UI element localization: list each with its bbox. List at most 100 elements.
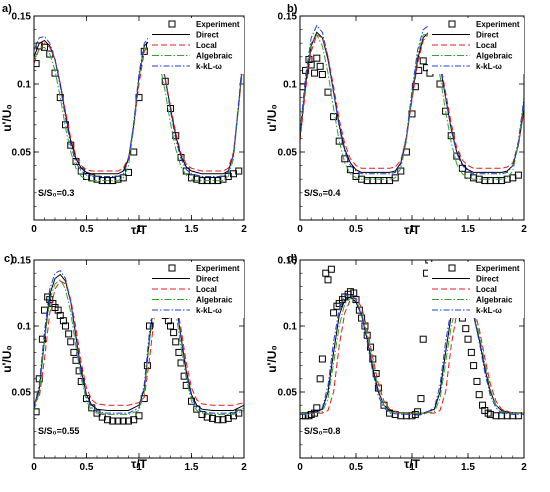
legend-marker-experiment <box>168 264 176 272</box>
experiment-marker <box>311 69 319 77</box>
x-tick-label: 1.5 <box>461 224 475 235</box>
y-axis-label: u'/U₀ <box>0 345 14 373</box>
panel-b: 0 0.5 1 1.5 2 0.05 0.1 0.15b) τ/T u'/U₀ S/S₀=0.4 Ex… <box>265 3 527 237</box>
x-tick-label: 0 <box>31 224 37 235</box>
experiment-marker <box>49 300 57 308</box>
experiment-marker <box>170 329 178 337</box>
experiment-marker <box>324 276 332 284</box>
experiment-marker <box>135 412 143 420</box>
legend-background <box>148 18 244 74</box>
legend-label: Experiment <box>196 20 240 29</box>
series-line-local <box>300 297 524 414</box>
x-tick-label: 1.5 <box>461 462 475 473</box>
y-tick-label: 0.05 <box>278 388 298 399</box>
x-tick-label: 2 <box>241 224 247 235</box>
experiment-marker <box>172 338 180 346</box>
experiment-marker <box>318 355 326 363</box>
experiment-marker <box>514 171 522 179</box>
panel-a: 0 0.5 1 1.5 2 0.05 0.1 0.15a) τ/T u'/U₀ S/S₀=0.3 Ex… <box>0 3 247 237</box>
experiment-marker <box>313 54 321 62</box>
experiment-marker <box>514 412 522 420</box>
experiment-marker <box>475 391 483 399</box>
legend-background <box>148 262 244 318</box>
experiment-marker <box>34 60 40 68</box>
experiment-marker <box>473 377 481 385</box>
y-axis-label: u'/U₀ <box>265 104 279 132</box>
y-tick-label: 0.1 <box>17 80 31 91</box>
legend-label: Direct <box>476 31 499 40</box>
experiment-marker <box>119 417 127 425</box>
y-tick-label: 0.1 <box>283 80 297 91</box>
experiment-marker <box>193 175 201 183</box>
x-tick-label: 0 <box>297 224 303 235</box>
series-line-kkl <box>34 269 244 414</box>
experiment-marker <box>479 401 487 409</box>
panel-label: a) <box>2 3 12 15</box>
plot-frame <box>299 259 525 459</box>
experiment-marker <box>38 335 46 343</box>
plot-frame <box>33 259 245 459</box>
experiment-marker <box>209 414 216 422</box>
legend-label: Algebraic <box>476 296 513 305</box>
legend-label: Local <box>196 41 217 50</box>
y-tick-label: 0.15 <box>12 12 32 23</box>
experiment-marker <box>318 70 326 78</box>
x-tick-label: 0.5 <box>349 224 363 235</box>
experiment-marker <box>175 348 183 356</box>
y-axis-label: u'/U₀ <box>0 104 14 132</box>
x-axis-label: τ/T <box>131 223 148 237</box>
panel-label: d) <box>287 253 298 265</box>
legend-label: Experiment <box>476 20 520 29</box>
series-line-kkl <box>300 293 524 415</box>
experiment-marker <box>146 322 153 330</box>
y-tick-label: 0.1 <box>283 322 297 333</box>
plot-frame <box>299 15 525 221</box>
plot-data <box>34 35 244 185</box>
legend-label: k-kL-ω <box>476 306 502 315</box>
legend-marker-experiment <box>168 20 176 28</box>
experiment-marker <box>467 348 475 356</box>
experiment-marker <box>367 343 375 351</box>
panel-label: b) <box>287 3 298 15</box>
y-tick-label: 0.1 <box>17 322 31 333</box>
experiment-marker <box>62 322 69 330</box>
panel-c: 0 0.5 1 1.5 2 0.05 0.1 0.15c) τ/T u'/U₀ S/S₀=0.55 E… <box>0 253 247 473</box>
series-line-algebraic <box>34 279 244 415</box>
experiment-marker <box>67 338 75 346</box>
x-tick-label: 1.5 <box>185 224 199 235</box>
experiment-marker <box>54 306 62 314</box>
experiment-marker <box>188 174 195 182</box>
experiment-marker <box>484 409 492 417</box>
series-line-direct <box>34 273 244 411</box>
case-annotation: S/S₀=0.4 <box>304 188 340 198</box>
legend-marker-experiment <box>448 20 456 28</box>
experiment-marker <box>391 174 399 182</box>
experiment-marker <box>408 110 416 118</box>
legend-label: k-kL-ω <box>196 62 222 71</box>
series-line-kkl <box>34 35 244 177</box>
legend-label: Algebraic <box>196 52 233 61</box>
experiment-marker <box>34 408 40 416</box>
experiment-marker <box>316 62 324 70</box>
legend-label: k-kL-ω <box>196 306 222 315</box>
case-annotation: S/S₀=0.55 <box>38 426 79 436</box>
experiment-marker <box>346 166 354 174</box>
case-annotation: S/S₀=0.3 <box>38 188 74 198</box>
case-annotation: S/S₀=0.8 <box>304 426 340 436</box>
experiment-marker <box>59 317 67 325</box>
series-line-local <box>300 32 524 169</box>
x-tick-label: 0.5 <box>349 462 363 473</box>
legend-marker-experiment <box>448 264 456 272</box>
experiment-marker <box>411 83 419 91</box>
legend-label: Direct <box>196 275 219 284</box>
x-axis-label: τ/T <box>404 223 421 237</box>
y-axis-label: u'/U₀ <box>265 345 279 373</box>
x-tick-label: 1.5 <box>185 462 199 473</box>
experiment-marker <box>130 148 138 156</box>
series-line-local <box>34 42 244 172</box>
y-tick-label: 0.15 <box>12 256 32 267</box>
experiment-marker <box>125 417 132 425</box>
x-tick-label: 2 <box>241 462 247 473</box>
